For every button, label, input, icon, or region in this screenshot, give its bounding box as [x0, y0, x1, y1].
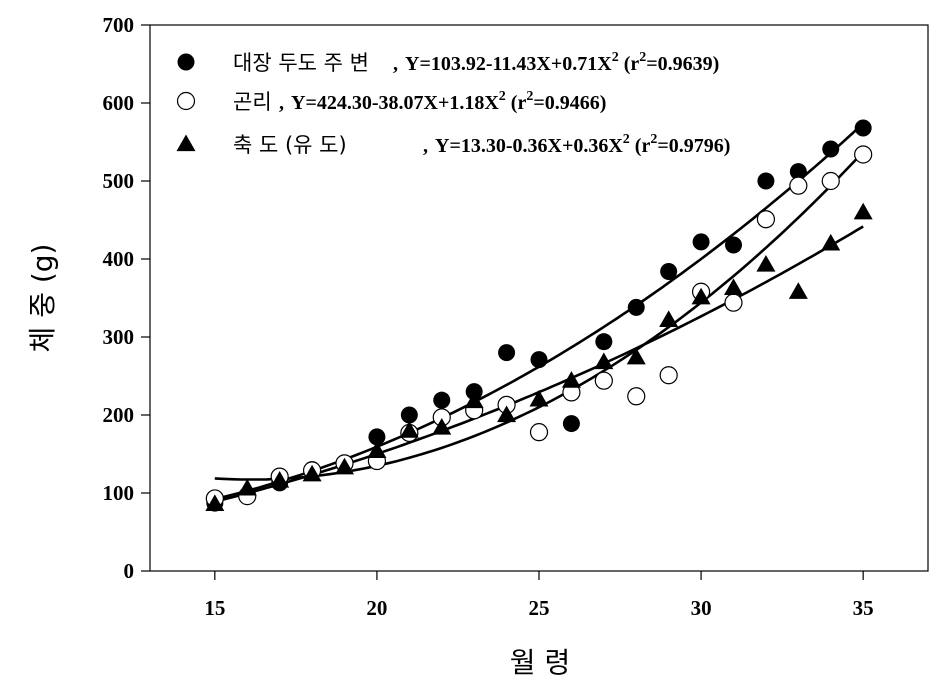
- data-point-series-1: [822, 140, 840, 158]
- data-point-series-1: [400, 406, 418, 424]
- data-point-series-3: [529, 389, 549, 407]
- y-tick-label: 400: [103, 247, 135, 271]
- data-point-series-2: [627, 387, 646, 406]
- legend-equation-2: Y=424.30-38.07X+1.18X2 (r2=0.9466): [291, 89, 606, 114]
- data-point-series-1: [660, 262, 678, 280]
- data-point-series-2: [724, 293, 743, 312]
- data-point-series-1: [725, 236, 742, 254]
- data-point-series-3: [205, 494, 225, 512]
- legend: 대장 두도 주 변, Y=103.92-11.43X+0.71X2 (r2=0.9…: [176, 50, 730, 157]
- data-point-series-3: [367, 441, 387, 459]
- data-point-series-1: [789, 163, 807, 181]
- data-point-series-3: [691, 287, 711, 305]
- legend-comma-1: ,: [393, 53, 398, 75]
- legend-equation-1: Y=103.92-11.43X+0.71X2 (r2=0.9639): [405, 50, 719, 75]
- data-point-series-2: [594, 371, 613, 390]
- ticks: 15 20 25 30 35 0 100 200 300 400 500 600 700: [103, 13, 874, 620]
- legend-label-2: 곤리: [233, 90, 272, 114]
- data-point-series-3: [821, 233, 841, 251]
- data-point-series-2: [821, 171, 840, 191]
- data-point-series-3: [432, 417, 452, 435]
- data-point-series-3: [561, 371, 581, 388]
- data-point-series-1: [530, 351, 548, 369]
- fit-curve-2: [214, 151, 865, 481]
- data-point-series-1: [692, 233, 710, 251]
- data-point-series-1: [595, 333, 613, 351]
- data-point-series-1: [433, 391, 451, 409]
- x-tick-label: 35: [853, 596, 874, 620]
- legend-label-1: 대장 두도 주 변: [233, 51, 369, 75]
- x-tick-label: 25: [529, 596, 550, 620]
- data-point-series-3: [237, 478, 257, 496]
- legend-marker-3: [176, 134, 196, 152]
- data-point-series-2: [756, 210, 776, 229]
- x-tick-label: 15: [204, 596, 225, 620]
- legend-equation-3: Y=13.30-0.36X+0.36X2 (r2=0.9796): [435, 132, 730, 157]
- legend-comma-3: ,: [423, 135, 428, 157]
- data-point-series-3: [724, 278, 743, 295]
- data-point-series-3: [335, 457, 354, 475]
- data-point-series-3: [626, 347, 646, 365]
- y-tick-label: 0: [124, 559, 135, 583]
- data-point-series-2: [659, 366, 678, 385]
- data-point-series-1: [627, 298, 645, 316]
- data-point-series-3: [853, 202, 873, 220]
- y-tick-label: 100: [103, 481, 135, 505]
- x-tick-label: 30: [691, 596, 712, 620]
- y-axis-title: 체 중 (g): [26, 244, 59, 353]
- data-points: [205, 119, 873, 512]
- legend-label-3: 축 도 (유 도): [233, 133, 347, 157]
- y-tick-label: 200: [103, 403, 135, 427]
- data-point-series-3: [659, 310, 679, 327]
- data-point-series-3: [302, 464, 322, 482]
- x-tick-label: 20: [366, 596, 387, 620]
- data-point-series-2: [789, 176, 808, 195]
- y-tick-label: 500: [103, 169, 135, 193]
- data-point-series-3: [788, 282, 808, 299]
- data-point-series-3: [270, 471, 290, 488]
- y-tick-label: 300: [103, 325, 135, 349]
- x-axis-title: 월 령: [510, 646, 570, 679]
- legend-marker-2: [176, 91, 196, 111]
- data-point-series-1: [854, 119, 872, 137]
- data-point-series-2: [529, 423, 549, 442]
- data-point-series-3: [497, 405, 517, 423]
- legend-comma-2: ,: [279, 92, 284, 114]
- data-point-series-3: [756, 254, 776, 272]
- data-point-series-1: [757, 172, 775, 190]
- legend-marker-1: [177, 53, 195, 71]
- data-point-series-3: [594, 352, 614, 370]
- data-point-series-3: [464, 391, 484, 409]
- y-tick-label: 700: [103, 13, 135, 37]
- data-point-series-2: [854, 145, 873, 164]
- data-point-series-3: [399, 421, 419, 438]
- data-point-series-1: [368, 428, 386, 446]
- y-tick-label: 600: [103, 91, 135, 115]
- data-point-series-1: [562, 415, 580, 433]
- data-point-series-1: [498, 344, 516, 362]
